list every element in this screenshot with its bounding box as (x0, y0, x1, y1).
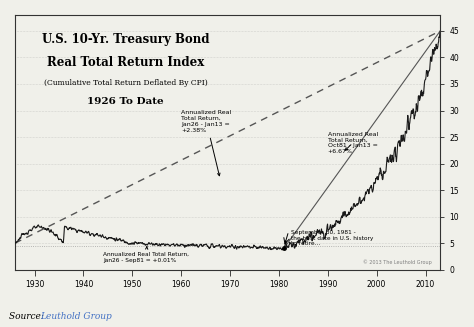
Text: U.S. 10-Yr. Treasury Bond: U.S. 10-Yr. Treasury Bond (42, 33, 210, 46)
Text: Leuthold Group: Leuthold Group (40, 312, 112, 321)
Text: Annualized Real Total Return,
Jan26 - Sep81 = +0.01%: Annualized Real Total Return, Jan26 - Se… (103, 246, 189, 263)
Text: Source:: Source: (9, 312, 47, 321)
Text: Real Total Return Index: Real Total Return Index (47, 56, 204, 69)
Text: September 30, 1981 -
the best date in U.S. history
to retire...: September 30, 1981 - the best date in U.… (291, 230, 374, 247)
Text: (Cumulative Total Return Deflated By CPI): (Cumulative Total Return Deflated By CPI… (44, 79, 208, 87)
Text: © 2013 The Leuthold Group: © 2013 The Leuthold Group (363, 259, 432, 265)
Text: Annualized Real
Total Return,
Oct81 - Jan13 =
+6.67%: Annualized Real Total Return, Oct81 - Ja… (328, 131, 378, 154)
Text: 1926 To Date: 1926 To Date (87, 96, 164, 106)
Text: Annualized Real
Total Return,
Jan26 - Jan13 =
+2.38%: Annualized Real Total Return, Jan26 - Ja… (181, 110, 231, 176)
